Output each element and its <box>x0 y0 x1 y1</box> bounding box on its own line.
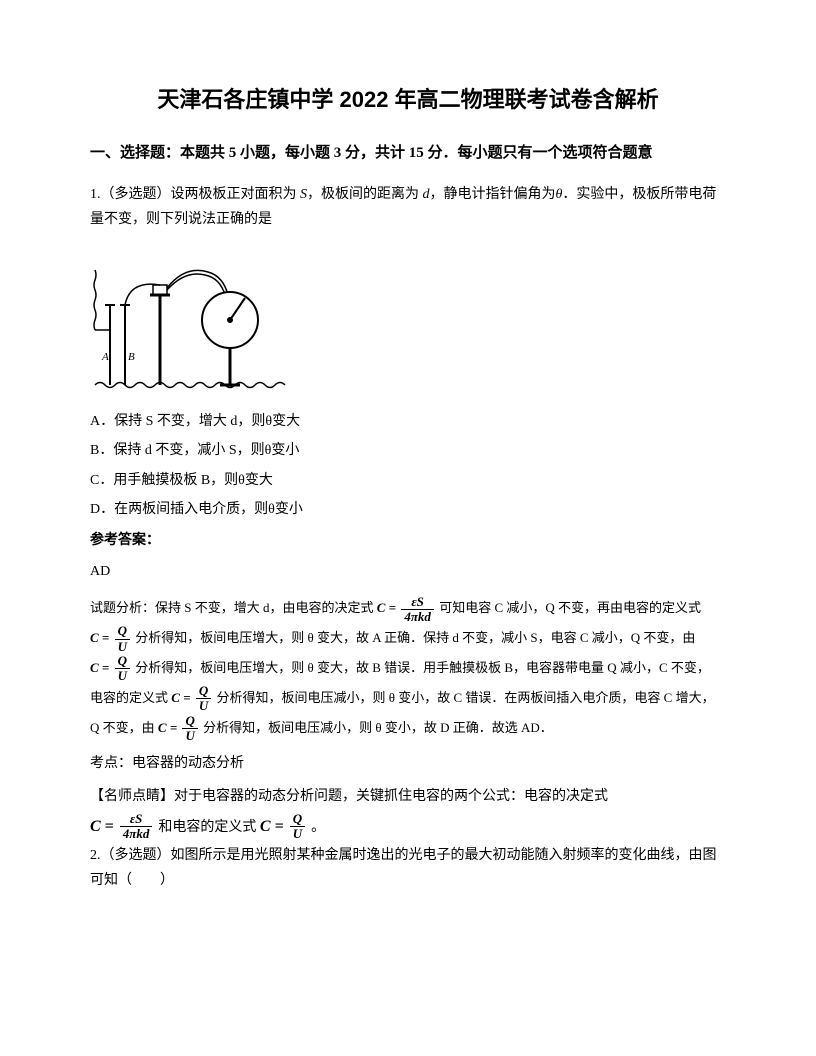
analysis-p5b: 分析得知，板间电压减小，则 θ 变小，故 D 正确．故选 AD． <box>203 720 553 735</box>
diagram-label-b: B <box>128 351 135 363</box>
q1-mid2: ，静电计指针偏角为 <box>430 187 556 202</box>
analysis-p2a: 分析得知，板间电压增大，则 θ 变大，故 A 正确．保持 d 不变，减小 S，电… <box>135 630 695 645</box>
q1-diagram: A B <box>90 250 290 390</box>
analysis-p4a: 电容的定义式 <box>90 690 168 705</box>
commentary-b: 和电容的定义式 <box>158 820 256 835</box>
formula-c-eq-5: C = QU <box>158 720 203 735</box>
q1-var-d: d <box>423 187 430 202</box>
section-header: 一、选择题：本题共 5 小题，每小题 3 分，共计 15 分．每小题只有一个选项… <box>90 140 726 167</box>
page-title: 天津石各庄镇中学 2022 年高二物理联考试卷含解析 <box>90 80 726 120</box>
q1-option-d: D．在两板间插入电介质，则θ变小 <box>90 497 726 522</box>
q2-text: 2.（多选题）如图所示是用光照射某种金属时逸出的光电子的最大初动能随入射频率的变… <box>90 843 726 893</box>
formula-c-eq-2: C = QU <box>90 630 135 645</box>
analysis-p5a: Q 不变，由 <box>90 720 155 735</box>
q1-commentary: 【名师点睛】对于电容器的动态分析问题，关键抓住电容的两个公式：电容的决定式 C … <box>90 783 726 843</box>
analysis-p1b: 可知电容 C 减小，Q 不变，再由电容的定义式 <box>439 600 701 615</box>
q1-option-c: C．用手触摸极板 B，则θ变大 <box>90 468 726 493</box>
commentary-c: 。 <box>311 820 325 835</box>
q1-option-b: B．保持 d 不变，减小 S，则θ变小 <box>90 438 726 463</box>
formula-c-eq-4: C = QU <box>171 690 216 705</box>
formula-big-1: C = εS4πkd <box>90 818 158 835</box>
q1-answer: AD <box>90 559 726 584</box>
q1-option-a: A．保持 S 不变，增大 d，则θ变大 <box>90 409 726 434</box>
q1-analysis: 试题分析：保持 S 不变，增大 d，由电容的决定式 C = εS4πkd 可知电… <box>90 594 726 743</box>
formula-c-eq-1: C = εS4πkd <box>377 600 439 615</box>
q1-text: 1.（多选题）设两极板正对面积为 S，极板间的距离为 d，静电计指针偏角为θ．实… <box>90 182 726 232</box>
commentary-a: 【名师点睛】对于电容器的动态分析问题，关键抓住电容的两个公式：电容的决定式 <box>90 789 608 804</box>
answer-label: 参考答案： <box>90 528 726 553</box>
analysis-p4b: 分析得知，板间电压减小，则 θ 变小，故 C 错误．在两板间插入电介质，电容 C… <box>217 690 715 705</box>
analysis-p1a: 试题分析：保持 S 不变，增大 d，由电容的决定式 <box>90 600 373 615</box>
q1-prefix: 1.（多选题）设两极板正对面积为 <box>90 187 300 202</box>
q1-var-s: S <box>300 187 307 202</box>
formula-c-eq-3: C = QU <box>90 660 135 675</box>
q1-topic: 考点：电容器的动态分析 <box>90 751 726 776</box>
q1-mid1: ，极板间的距离为 <box>307 187 423 202</box>
analysis-p3a: 分析得知，板间电压增大，则 θ 变大，故 B 错误．用手触摸极板 B，电容器带电… <box>135 660 710 675</box>
formula-big-2: C = QU <box>260 818 311 835</box>
diagram-label-a: A <box>101 351 109 363</box>
